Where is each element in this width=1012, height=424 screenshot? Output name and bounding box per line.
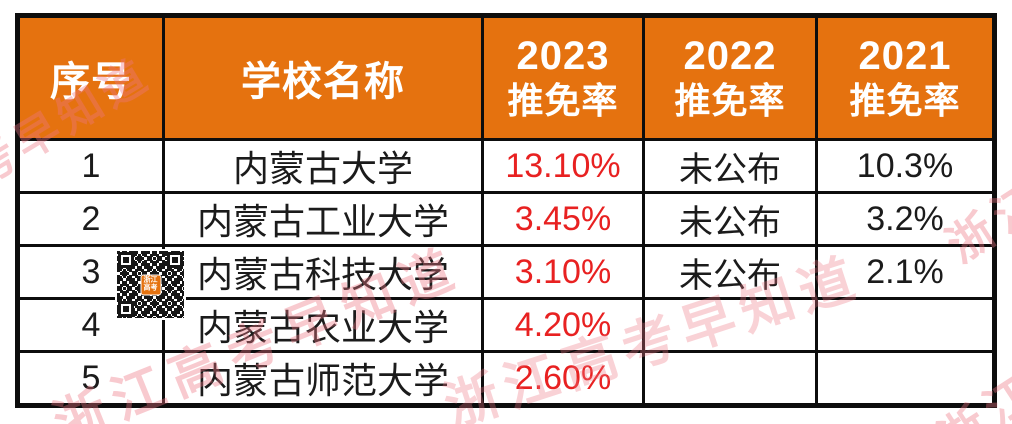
header-col-2021: 2021 推免率 <box>818 18 992 138</box>
row4-school: 内蒙古农业大学 <box>165 300 481 350</box>
row5-index: 5 <box>20 353 162 403</box>
row3-rate-2022: 未公布 <box>645 247 815 297</box>
row1-rate-2022: 未公布 <box>645 141 815 191</box>
row2-rate-2022: 未公布 <box>645 194 815 244</box>
row5-rate-2023: 2.60% <box>484 353 642 403</box>
header-2022-year: 2022 <box>683 34 777 79</box>
qr-logo-line2: 高考 <box>143 284 158 292</box>
row4-rate-2022 <box>645 300 815 350</box>
row1-index: 1 <box>20 141 162 191</box>
row2-school: 内蒙古工业大学 <box>165 194 481 244</box>
header-2021-sub: 推免率 <box>849 80 961 122</box>
header-col-school-label: 学校名称 <box>241 60 405 104</box>
header-2021-year: 2021 <box>858 34 952 79</box>
qr-code: 浙江 高考 <box>115 249 186 320</box>
row1-school: 内蒙古大学 <box>165 141 481 191</box>
header-col-school: 学校名称 <box>165 18 481 138</box>
row3-school: 内蒙古科技大学 <box>165 247 481 297</box>
header-2023-year: 2023 <box>516 34 610 79</box>
row4-rate-2023: 4.20% <box>484 300 642 350</box>
qr-finder-icon <box>118 301 134 317</box>
qr-logo-line1: 浙江 <box>143 276 158 284</box>
qr-center-logo: 浙江 高考 <box>140 274 161 295</box>
header-col-index: 序号 <box>20 18 162 138</box>
header-2023-sub: 推免率 <box>507 80 619 122</box>
row3-rate-2021: 2.1% <box>818 247 992 297</box>
row2-rate-2021: 3.2% <box>818 194 992 244</box>
row5-school: 内蒙古师范大学 <box>165 353 481 403</box>
row1-rate-2023: 13.10% <box>484 141 642 191</box>
header-col-2022: 2022 推免率 <box>645 18 815 138</box>
header-col-2023: 2023 推免率 <box>484 18 642 138</box>
qr-finder-icon <box>167 252 183 268</box>
row3-rate-2023: 3.10% <box>484 247 642 297</box>
row2-index: 2 <box>20 194 162 244</box>
row2-rate-2023: 3.45% <box>484 194 642 244</box>
row4-rate-2021 <box>818 300 992 350</box>
tuimian-rate-table: 序号 学校名称 2023 推免率 2022 推免率 2021 推免率 1 内蒙古… <box>15 13 997 408</box>
row1-rate-2021: 10.3% <box>818 141 992 191</box>
header-2022-sub: 推免率 <box>674 80 786 122</box>
qr-finder-icon <box>118 252 134 268</box>
row5-rate-2022 <box>645 353 815 403</box>
row5-rate-2021 <box>818 353 992 403</box>
header-col-index-label: 序号 <box>50 60 132 104</box>
